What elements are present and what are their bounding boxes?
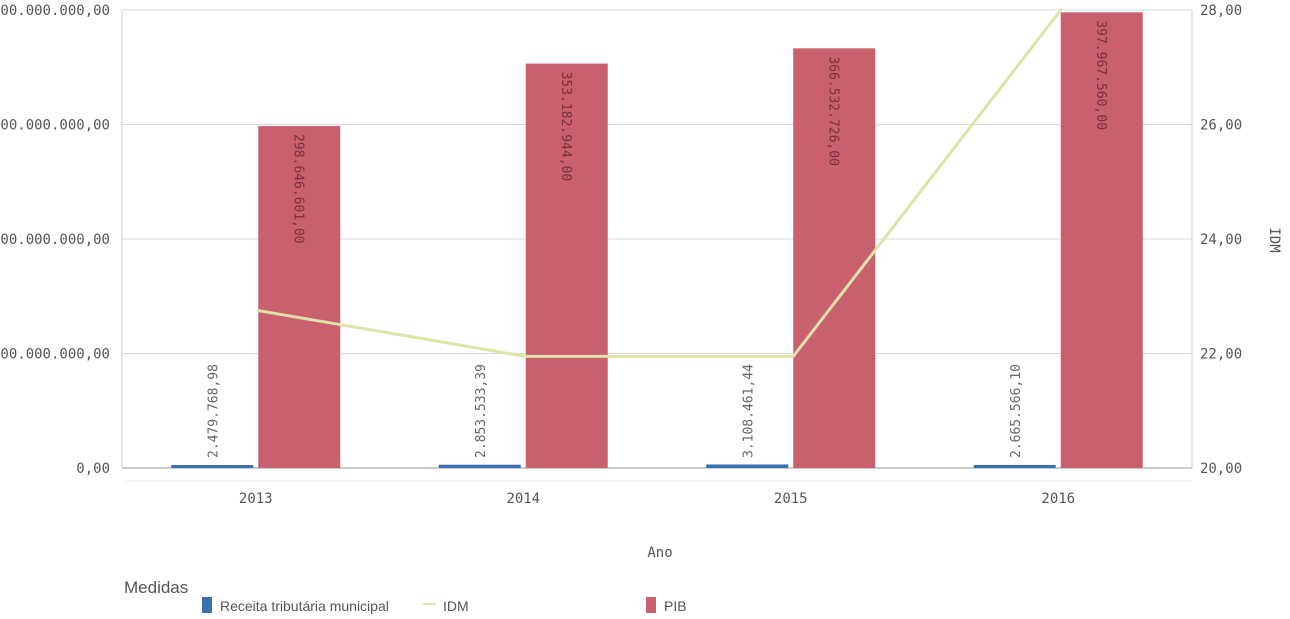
y-left-tick-label: 0,00 — [76, 461, 110, 477]
right-axis-ticks: 20,00 22,00 24,00 26,00 28,00 — [1200, 3, 1242, 477]
bars — [171, 12, 1143, 468]
idm-point — [256, 309, 260, 313]
x-tick-label: 2016 — [1041, 491, 1075, 507]
data-label-receita: 2.853.533,39 — [474, 364, 489, 458]
idm-point — [1059, 8, 1063, 12]
x-tick-label: 2015 — [774, 491, 808, 507]
data-label-pib: 298.646.601,00 — [290, 134, 305, 244]
bar-pib — [525, 63, 608, 468]
data-label-pib: 366.532.726,00 — [825, 56, 840, 166]
data-label-receita: 3.108.461,44 — [741, 364, 756, 458]
bar-receita — [171, 465, 254, 468]
x-axis-title: Ano — [647, 545, 672, 561]
bar-pib — [1060, 12, 1143, 468]
legend: Medidas Receita tributária municipal IDM… — [124, 578, 687, 614]
data-label-receita: 2.479.768,98 — [206, 364, 221, 458]
legend-swatch-receita — [202, 597, 212, 613]
bar-receita — [706, 464, 789, 468]
idm-point — [524, 354, 528, 358]
legend-label-pib: PIB — [664, 598, 687, 614]
y-right-tick-label: 26,00 — [1200, 118, 1242, 134]
idm-line-layer — [256, 8, 1063, 358]
y-left-tick-label: 200.000.000,00 — [0, 232, 110, 248]
legend-label-receita: Receita tributária municipal — [220, 598, 389, 614]
data-label-pib: 353.182.944,00 — [558, 72, 573, 182]
y-right-tick-label: 24,00 — [1200, 232, 1242, 248]
y-right-tick-label: 28,00 — [1200, 3, 1242, 19]
y-left-tick-label: 400.000.000,00 — [0, 3, 110, 19]
y-right-tick-label: 22,00 — [1200, 347, 1242, 363]
legend-swatch-pib — [646, 597, 656, 613]
bar-receita — [973, 464, 1056, 468]
left-axis-ticks: 0,00 100.000.000,00 200.000.000,00 300.000.… — [0, 3, 110, 477]
y-right-tick-label: 20,00 — [1200, 461, 1242, 477]
idm-line — [257, 9, 1062, 358]
y-left-tick-label: 300.000.000,00 — [0, 118, 110, 134]
bar-receita — [438, 464, 521, 468]
x-tick-label: 2013 — [239, 491, 273, 507]
legend-title: Medidas — [124, 578, 188, 597]
bar-pib — [793, 48, 876, 468]
y-left-tick-label: 100.000.000,00 — [0, 347, 110, 363]
x-tick-label: 2014 — [506, 491, 540, 507]
legend-label-idm: IDM — [443, 598, 469, 614]
idm-point — [791, 354, 795, 358]
bar-pib — [258, 126, 341, 468]
data-label-receita: 2.665.566,10 — [1009, 364, 1024, 458]
x-axis-ticks: 2013 2014 2015 2016 — [239, 491, 1075, 507]
y-right-axis-title: IDM — [1266, 227, 1282, 252]
data-labels: 2.479.768,98 298.646.601,00 2.853.533,39 35… — [206, 20, 1108, 458]
data-label-pib: 397.967.560,00 — [1093, 20, 1108, 130]
